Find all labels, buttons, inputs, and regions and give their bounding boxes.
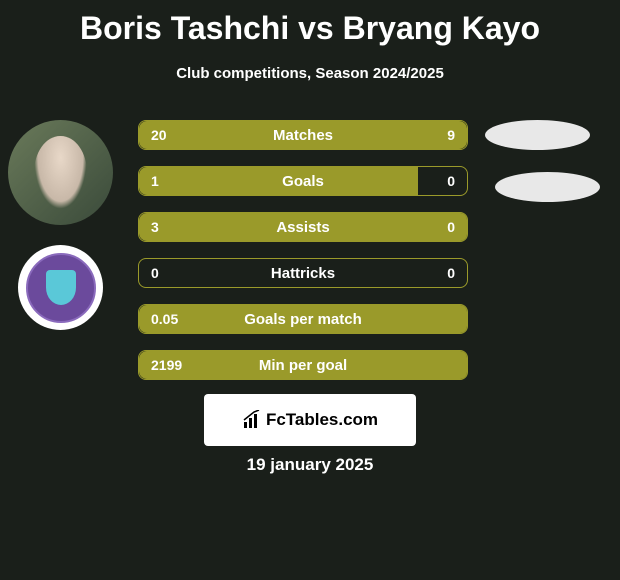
- stat-value-right: 9: [447, 127, 455, 143]
- fctables-attribution: FcTables.com: [204, 394, 416, 446]
- chart-icon: [242, 410, 262, 430]
- fctables-logo: FcTables.com: [242, 410, 378, 430]
- right-ellipse-2: [495, 172, 600, 202]
- club-badge: [18, 245, 103, 330]
- stat-label: Hattricks: [139, 265, 467, 282]
- player-photo: [8, 120, 113, 225]
- club-badge-shield: [46, 270, 76, 305]
- stat-label: Min per goal: [139, 357, 467, 374]
- stat-label: Assists: [139, 219, 467, 236]
- stat-value-right: 0: [447, 265, 455, 281]
- stat-value-right: 0: [447, 219, 455, 235]
- stat-value-right: 0: [447, 173, 455, 189]
- stat-label: Goals: [139, 173, 467, 190]
- infographic-container: Boris Tashchi vs Bryang Kayo Club compet…: [0, 0, 620, 580]
- stat-label: Goals per match: [139, 311, 467, 328]
- stats-area: 20 Matches 9 1 Goals 0 3 Assists 0 0 Hat…: [138, 120, 468, 396]
- stat-row-matches: 20 Matches 9: [138, 120, 468, 150]
- stat-row-assists: 3 Assists 0: [138, 212, 468, 242]
- stat-row-goals: 1 Goals 0: [138, 166, 468, 196]
- fctables-label: FcTables.com: [266, 410, 378, 430]
- stat-label: Matches: [139, 127, 467, 144]
- subtitle: Club competitions, Season 2024/2025: [0, 65, 620, 82]
- stat-row-min-per-goal: 2199 Min per goal: [138, 350, 468, 380]
- left-images-column: [8, 120, 113, 330]
- right-ellipse-1: [485, 120, 590, 150]
- date-text: 19 january 2025: [0, 455, 620, 475]
- stat-row-hattricks: 0 Hattricks 0: [138, 258, 468, 288]
- page-title: Boris Tashchi vs Bryang Kayo: [0, 0, 620, 47]
- club-badge-inner: [26, 253, 96, 323]
- stat-row-goals-per-match: 0.05 Goals per match: [138, 304, 468, 334]
